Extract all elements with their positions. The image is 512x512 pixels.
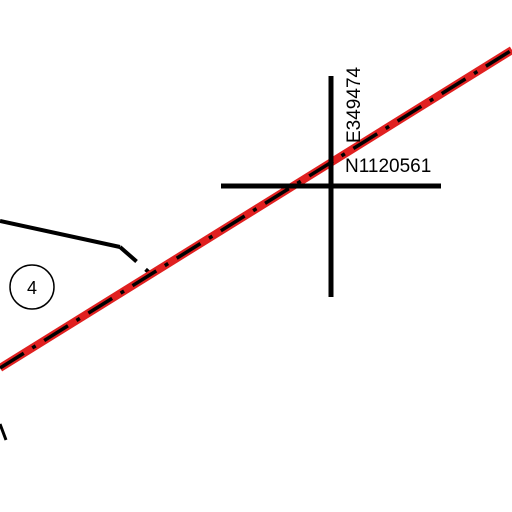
parcel-number-label: 4	[27, 278, 37, 298]
parcel-number-circle	[9, 264, 55, 310]
parcel-boundary-dashed	[118, 245, 154, 277]
parcel-boundary-solid	[0, 219, 121, 249]
easting-label: E349474	[344, 66, 365, 143]
northing-label: N1120561	[345, 156, 431, 177]
highlighted-boundary-dash	[0, 48, 512, 370]
boundary-corner-mark	[0, 423, 8, 441]
